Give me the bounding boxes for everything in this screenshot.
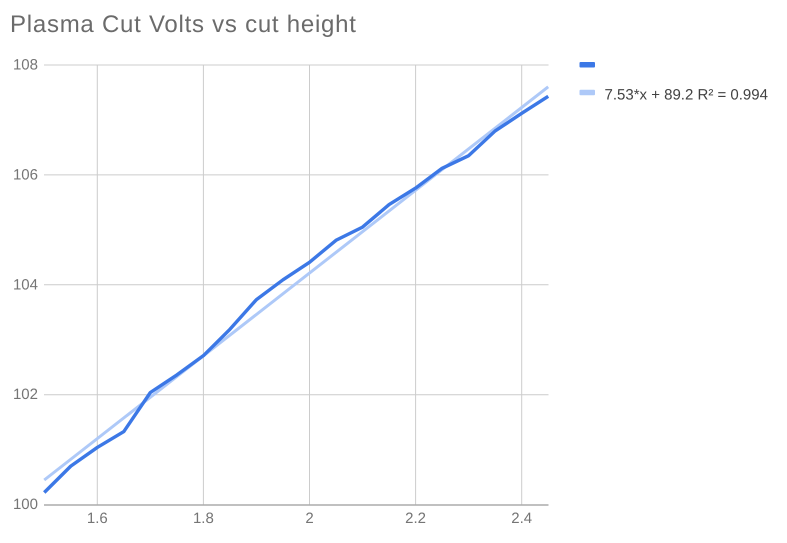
svg-text:100: 100 <box>13 496 38 513</box>
svg-text:104: 104 <box>13 276 38 293</box>
svg-text:108: 108 <box>13 57 38 74</box>
svg-text:1.8: 1.8 <box>193 510 214 527</box>
svg-text:Plasma Cut Volts vs cut height: Plasma Cut Volts vs cut height <box>10 11 357 38</box>
svg-text:2.4: 2.4 <box>511 510 532 527</box>
svg-text:2: 2 <box>305 510 313 527</box>
svg-text:102: 102 <box>13 386 38 403</box>
svg-text:7.53*x + 89.2 R² = 0.994: 7.53*x + 89.2 R² = 0.994 <box>605 87 768 104</box>
svg-text:2.2: 2.2 <box>405 510 426 527</box>
svg-text:106: 106 <box>13 166 38 183</box>
svg-text:1.6: 1.6 <box>87 510 108 527</box>
